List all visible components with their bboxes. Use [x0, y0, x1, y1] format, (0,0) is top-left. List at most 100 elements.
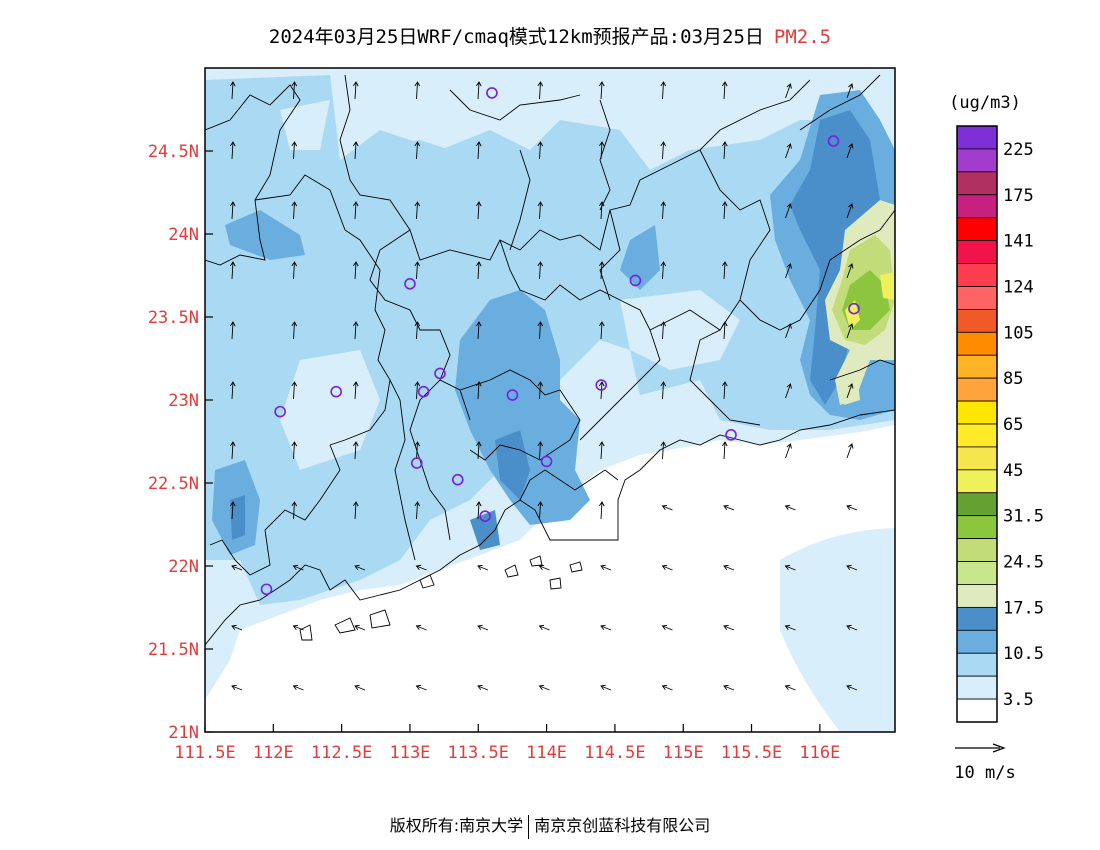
- legend-swatch: [956, 423, 998, 448]
- land-peak-concentration-2: [495, 430, 530, 500]
- station-marker: [404, 277, 416, 290]
- wind-arrow: [475, 261, 482, 280]
- wind-arrow: [785, 443, 792, 459]
- wind-arrow: [723, 624, 735, 631]
- wind-arrow: [537, 81, 544, 100]
- footer-separator: [528, 814, 530, 839]
- wind-arrow: [660, 141, 667, 160]
- wind-arrow: [354, 564, 366, 571]
- legend-label: 85: [1003, 369, 1023, 389]
- wind-arrow: [721, 81, 728, 100]
- legend-label: 10.5: [1003, 644, 1044, 664]
- wind-arrow: [414, 81, 421, 100]
- legend-swatch: [956, 561, 998, 585]
- wind-arrow: [598, 81, 605, 100]
- wind-arrow: [600, 624, 612, 631]
- legend-swatch: [956, 538, 998, 562]
- lon-tick-label: 112.5E: [311, 743, 372, 763]
- wind-arrow: [784, 624, 796, 631]
- wind-arrow: [292, 684, 304, 691]
- legend-swatch: [956, 698, 998, 723]
- wind-arrow: [475, 81, 482, 100]
- legend-label: 124: [1003, 277, 1034, 297]
- wind-arrow: [723, 684, 735, 691]
- wind-arrow: [660, 381, 667, 400]
- sea-low-concentration-west: [205, 630, 240, 700]
- wind-arrow: [475, 501, 482, 520]
- map-title: 2024年03月25日WRF/cmaq模式12km预报产品:03月25日 PM2.…: [0, 22, 1100, 49]
- wind-arrow: [229, 441, 236, 460]
- wind-arrow: [292, 564, 304, 571]
- wind-arrow: [598, 261, 605, 280]
- lon-tick-label: 111.5E: [174, 743, 235, 763]
- legend-swatch: [956, 308, 998, 333]
- lat-tick-label: 21N: [168, 723, 199, 743]
- wind-arrow: [846, 504, 858, 511]
- wind-arrow: [721, 201, 728, 220]
- wind-arrow: [785, 263, 792, 279]
- wind-arrow: [784, 684, 796, 691]
- wind-arrow: [475, 141, 482, 160]
- wind-arrow: [846, 624, 858, 631]
- wind-arrow: [660, 201, 667, 220]
- wind-vectors: [229, 81, 858, 691]
- wind-arrow: [598, 321, 605, 340]
- pollutant-name: PM2.5: [773, 26, 832, 48]
- wind-arrow: [846, 203, 854, 219]
- sea-low-concentration: [780, 528, 895, 732]
- wind-arrow: [846, 383, 854, 399]
- lon-tick-label: 113E: [389, 743, 430, 763]
- lon-tick-label: 112E: [253, 743, 294, 763]
- wind-arrow: [538, 684, 550, 691]
- legend-swatch: [956, 125, 998, 150]
- wind-arrow: [352, 261, 359, 280]
- legend-swatch: [956, 171, 998, 196]
- station-marker: [827, 135, 840, 147]
- legend-frame: [956, 125, 998, 723]
- wind-arrow: [661, 504, 673, 511]
- admin-boundaries: [205, 74, 895, 646]
- wind-arrow: [846, 443, 854, 459]
- lon-tick-label: 114E: [526, 743, 567, 763]
- legend-swatch: [956, 148, 998, 173]
- legend-unit: (ug/m3): [949, 93, 1021, 113]
- wind-arrow: [723, 504, 735, 511]
- wind-arrow: [846, 323, 854, 339]
- wind-arrow: [229, 141, 236, 160]
- station-marker: [417, 385, 430, 398]
- legend-swatch: [956, 492, 998, 517]
- wind-arrow: [291, 381, 298, 400]
- wind-arrow: [229, 321, 236, 340]
- wind-arrow: [415, 564, 427, 571]
- lat-tick-label: 23.5N: [148, 308, 199, 328]
- wind-arrow: [352, 141, 359, 160]
- wind-arrow: [352, 441, 359, 460]
- wind-arrow: [415, 624, 427, 631]
- wind-arrow: [721, 321, 728, 340]
- legend-swatch: [956, 469, 998, 494]
- land-mid-concentration-n: [350, 140, 540, 260]
- wind-arrow: [352, 381, 359, 400]
- footer-left: 版权所有:南京大学: [389, 816, 524, 835]
- longitude-axis: 111.5E 112E 112.5E 113E 113.5E 114E 114.5E 115E…: [174, 724, 840, 763]
- legend-swatch: [956, 217, 998, 242]
- wind-scale-label: 10 m/s: [954, 763, 1015, 783]
- lat-tick-label: 24.5N: [148, 142, 199, 162]
- wind-arrow: [414, 441, 421, 460]
- lon-tick-label: 115.5E: [721, 743, 782, 763]
- lon-tick-label: 114.5E: [584, 743, 645, 763]
- title-text: 2024年03月25日WRF/cmaq模式12km预报产品:03月25日: [268, 26, 764, 48]
- wind-arrow: [414, 141, 421, 160]
- legend-label: 45: [1003, 461, 1023, 481]
- wind-arrow: [354, 624, 366, 631]
- station-marker: [479, 510, 491, 523]
- legend-swatch: [956, 331, 998, 356]
- station-marker: [260, 583, 273, 596]
- copyright-footer: 版权所有:南京大学 南京京创蓝科技有限公司: [0, 812, 1100, 839]
- wind-arrow: [475, 381, 482, 400]
- legend-swatch: [956, 263, 998, 287]
- wind-arrow: [291, 501, 298, 520]
- wind-arrow: [352, 501, 359, 520]
- lon-tick-label: 116E: [799, 743, 840, 763]
